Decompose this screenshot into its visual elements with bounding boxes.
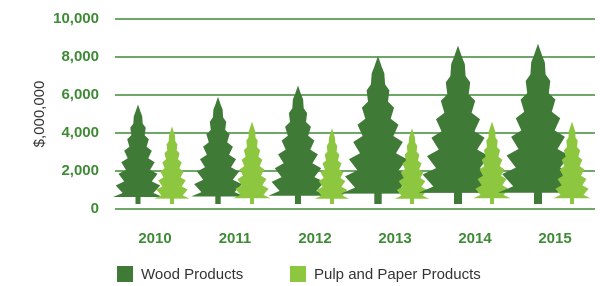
- y-tick-label: 10,000: [53, 10, 99, 27]
- y-axis-label: $,000,000: [31, 81, 48, 148]
- x-tick-label: 2013: [378, 230, 411, 247]
- tree-icon: [155, 126, 190, 204]
- legend-label: Pulp and Paper Products: [314, 266, 481, 283]
- chart: $,000,000 0 2,000 4,000 6,000 8,000 10,000 201…: [0, 0, 600, 286]
- tree-icon: [268, 86, 327, 205]
- y-tick-label: 8,000: [61, 48, 99, 65]
- legend-label: Wood Products: [141, 266, 243, 283]
- x-tick-label: 2011: [219, 230, 252, 247]
- legend-swatch: [117, 266, 133, 282]
- x-tick-label: 2015: [538, 230, 571, 247]
- tree-icon: [191, 97, 245, 204]
- y-tick-label: 4,000: [61, 124, 99, 141]
- y-tick-label: 6,000: [61, 86, 99, 103]
- y-tick-label: 0: [91, 200, 99, 217]
- tree-icon: [113, 105, 163, 205]
- tree-icon: [234, 122, 271, 204]
- x-tick-label: 2012: [298, 230, 331, 247]
- x-tick-label: 2014: [458, 230, 492, 247]
- x-tick-label: 2010: [138, 230, 171, 247]
- legend-swatch: [290, 266, 306, 282]
- y-tick-label: 2,000: [61, 162, 99, 179]
